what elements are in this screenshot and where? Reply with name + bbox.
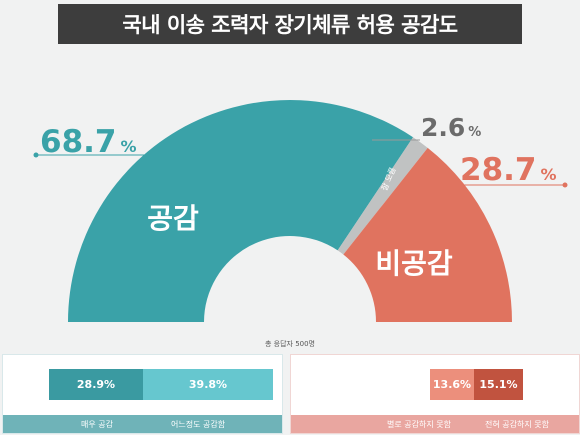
chart-title: 국내 이송 조력자 장기체류 허용 공감도 (58, 4, 522, 44)
slice-label-disagree: 비공감 (375, 247, 453, 280)
bar-very-agree: 28.9% (49, 369, 143, 400)
label-very-agree: 매우 공감 (81, 420, 113, 429)
respondents-note: 총 응답자 500명 (265, 339, 315, 348)
slice-disagree (343, 147, 512, 322)
value-label-unsure: 2.6% (421, 113, 481, 142)
half-donut-chart: 68.7% 2.6% 28.7% 공감 비공감 잘 모름 총 응답자 500명 (33, 100, 568, 348)
label-somewhat-agree: 어느정도 공감함 (171, 420, 226, 429)
slice-agree (68, 100, 414, 323)
label-not-at-all-agree: 전혀 공감하지 못함 (485, 420, 549, 429)
disagree-breakdown-panel: 13.6% 15.1% 별로 공감하지 못함 전혀 공감하지 못함 (290, 354, 580, 434)
leader-dot-agree (33, 152, 39, 158)
agree-caption-strip: 매우 공감 어느정도 공감함 (3, 415, 282, 433)
bar-not-at-all-agree: 15.1% (474, 369, 523, 400)
agree-breakdown-panel: 28.9% 39.8% 매우 공감 어느정도 공감함 (2, 354, 283, 434)
bar-not-much-agree: 13.6% (430, 369, 474, 400)
value-label-agree: 68.7% (40, 124, 137, 160)
label-not-much-agree: 별로 공감하지 못함 (387, 420, 451, 429)
leader-dot-disagree (562, 182, 568, 188)
disagree-caption-strip: 별로 공감하지 못함 전혀 공감하지 못함 (291, 415, 579, 433)
value-label-disagree: 28.7% (460, 152, 557, 188)
slice-unsure (337, 137, 428, 255)
slice-label-agree: 공감 (147, 202, 199, 235)
bar-somewhat-agree: 39.8% (143, 369, 273, 400)
